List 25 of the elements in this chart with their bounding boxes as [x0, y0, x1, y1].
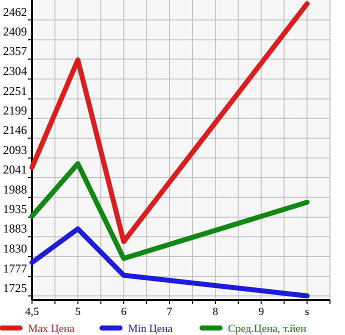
y-tick-label: 2409	[3, 24, 27, 39]
y-tick-label: 1883	[3, 222, 27, 236]
x-tick-label: 7	[166, 306, 173, 318]
y-tick-label: 2304	[3, 64, 27, 78]
x-tick-label: s	[304, 306, 310, 318]
y-tick-label: 2251	[3, 84, 27, 98]
x-tick-label: 5	[75, 306, 82, 318]
y-tick-label: 2146	[3, 123, 27, 138]
y-tick-label: 2462	[3, 4, 27, 19]
legend-label: Max Цена	[28, 323, 75, 335]
legend-label: Сред.Цена, т.йен	[228, 323, 307, 335]
x-tick-label: 6	[120, 306, 127, 318]
x-tick-label: 9	[258, 306, 264, 318]
y-tick-label: 2357	[3, 44, 27, 58]
y-tick-label: 1830	[3, 242, 27, 256]
x-tick-label: 4,5	[25, 306, 40, 318]
legend-label: Min Цена	[128, 323, 173, 335]
y-tick-label: 2199	[3, 103, 27, 118]
x-tick-label: 8	[212, 306, 219, 318]
y-tick-label: 1777	[3, 261, 27, 276]
y-tick-label: 1725	[3, 280, 27, 295]
y-tick-label: 1988	[3, 182, 27, 196]
y-tick-label: 1935	[3, 202, 27, 216]
y-tick-label: 2093	[3, 143, 27, 158]
y-tick-label: 2041	[3, 162, 27, 177]
